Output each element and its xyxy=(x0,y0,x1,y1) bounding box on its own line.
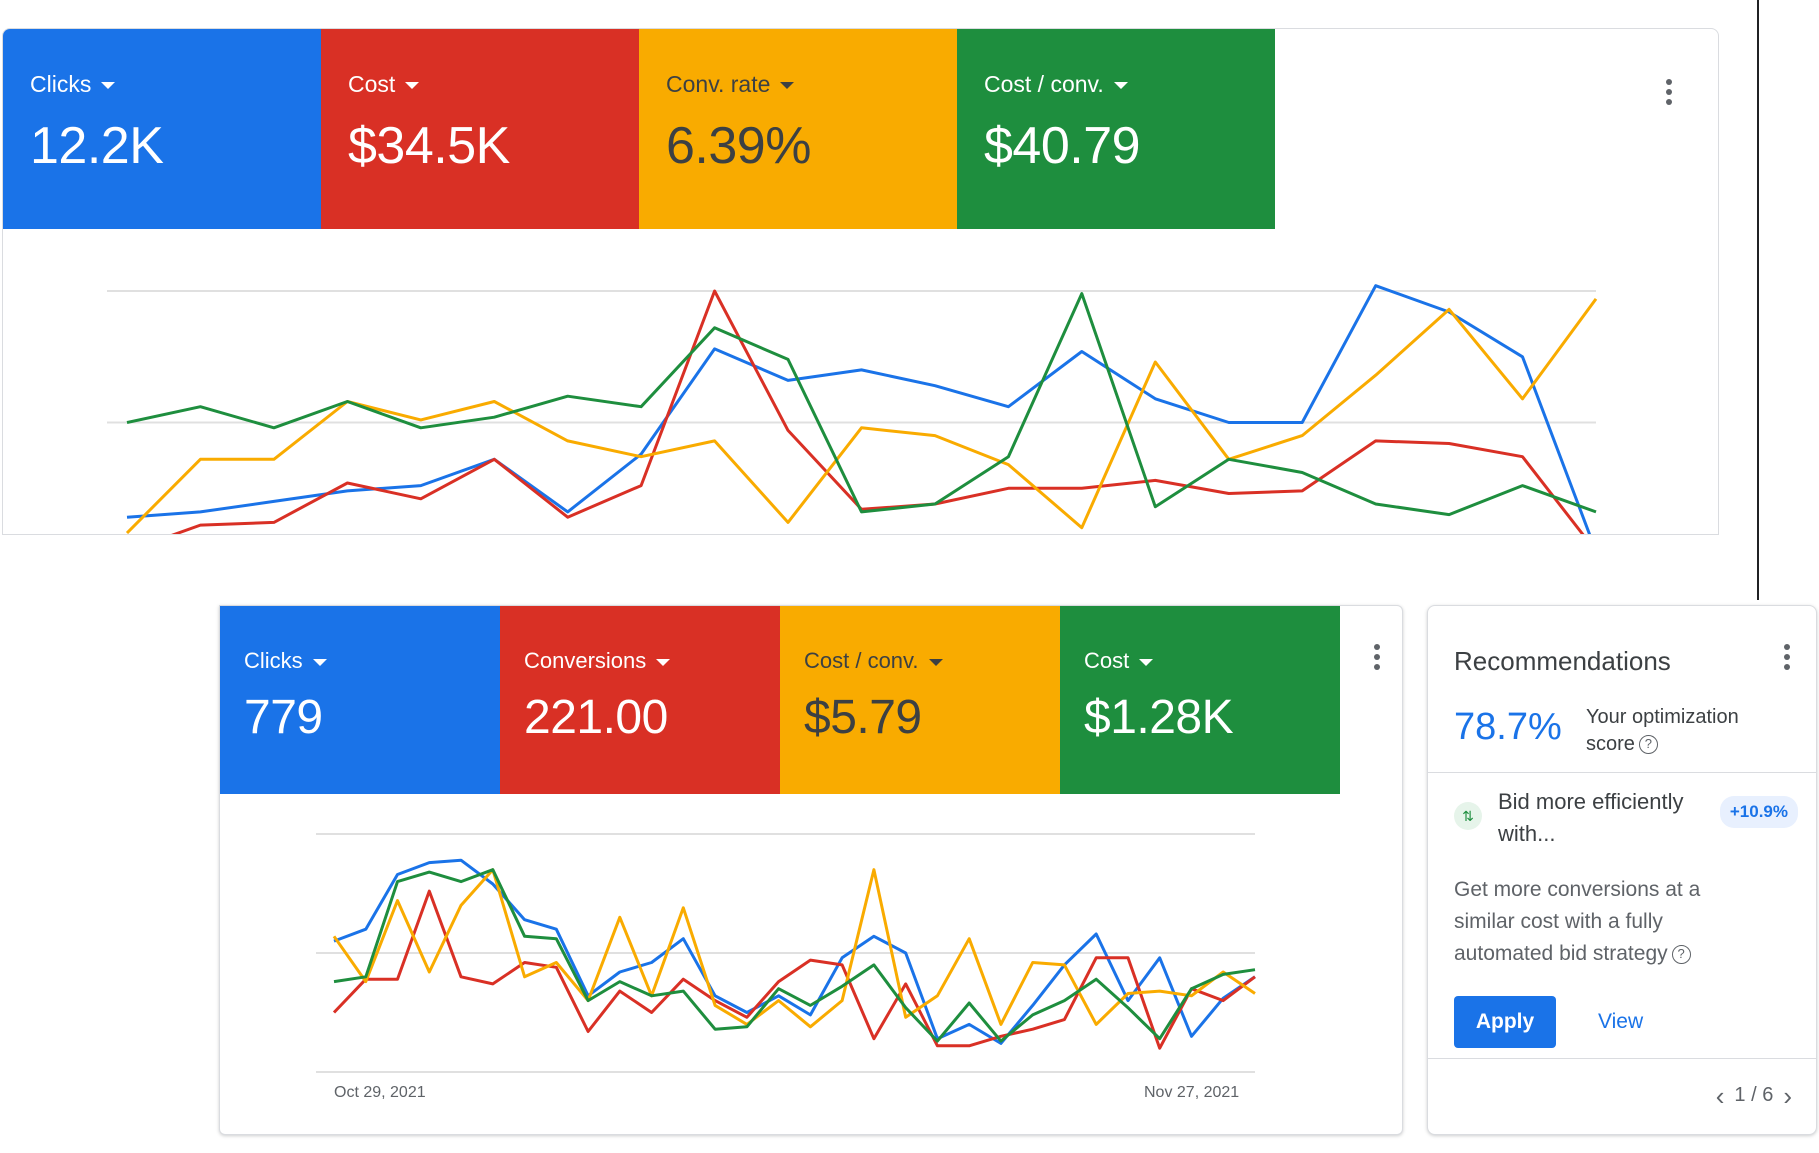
dropdown-caret-icon[interactable] xyxy=(405,82,420,89)
metric-tile-cost[interactable]: Cost $34.5K xyxy=(321,29,639,229)
dropdown-caret-icon[interactable] xyxy=(928,658,943,666)
dropdown-caret-icon[interactable] xyxy=(1139,658,1154,666)
x-axis-end-date: Nov 27, 2021 xyxy=(1144,1084,1240,1101)
help-icon[interactable]: ? xyxy=(1671,944,1691,964)
metric-tile-clicks[interactable]: Clicks 779 xyxy=(220,606,500,794)
uplift-badge: +10.9% xyxy=(1719,796,1798,828)
line-chart-1 xyxy=(107,284,1598,534)
metric-label[interactable]: Cost xyxy=(1084,648,1340,674)
metric-label[interactable]: Conversions xyxy=(524,648,780,674)
metric-label[interactable]: Clicks xyxy=(244,648,500,674)
metric-value: $1.28K xyxy=(1084,691,1234,744)
metric-value: $34.5K xyxy=(348,117,510,175)
chevron-right-icon[interactable]: › xyxy=(1783,1080,1792,1111)
line-chart-2 xyxy=(316,833,1256,1073)
recommendations-title: Recommendations xyxy=(1454,646,1671,676)
performance-panel-1: Clicks 12.2K Cost $34.5K Conv. rate 6.39… xyxy=(2,28,1719,535)
divider xyxy=(1428,1058,1816,1059)
help-icon[interactable]: ? xyxy=(1638,735,1658,755)
metric-tile-cost-per-conv[interactable]: Cost / conv. $5.79 xyxy=(780,606,1060,794)
optimization-score: 78.7% xyxy=(1454,706,1562,748)
apply-button[interactable]: Apply xyxy=(1454,996,1556,1048)
series-line-3 xyxy=(333,868,1256,1043)
metric-value: 221.00 xyxy=(524,691,668,744)
metric-value: $5.79 xyxy=(804,691,922,744)
metric-label[interactable]: Cost xyxy=(348,71,639,98)
series-line-2 xyxy=(332,868,1256,1029)
metric-label[interactable]: Cost / conv. xyxy=(804,648,1060,674)
dropdown-caret-icon[interactable] xyxy=(780,82,795,89)
bid-strategy-icon: ⇅ xyxy=(1454,802,1482,830)
divider xyxy=(1428,772,1816,773)
metric-value: 12.2K xyxy=(30,117,164,175)
metric-tiles: Clicks 779 Conversions 221.00 Cost / con… xyxy=(220,606,1340,794)
series-line-3 xyxy=(126,292,1597,517)
metric-label[interactable]: Conv. rate xyxy=(666,71,957,98)
metric-tile-conv-rate[interactable]: Conv. rate 6.39% xyxy=(639,29,957,229)
series-line-0 xyxy=(333,858,1256,1045)
optimization-score-label: Your optimization score? xyxy=(1586,706,1739,755)
view-link[interactable]: View xyxy=(1598,1010,1644,1033)
metric-label[interactable]: Clicks xyxy=(30,71,321,98)
metric-tile-clicks[interactable]: Clicks 12.2K xyxy=(3,29,321,229)
page-indicator: 1 / 6 xyxy=(1734,1084,1774,1106)
metric-value: $40.79 xyxy=(984,117,1141,175)
recommendation-title[interactable]: Bid more efficiently with... xyxy=(1498,789,1684,846)
metric-value: 779 xyxy=(244,691,323,744)
dropdown-caret-icon[interactable] xyxy=(101,82,116,89)
dropdown-caret-icon[interactable] xyxy=(1113,82,1128,89)
dropdown-caret-icon[interactable] xyxy=(656,658,671,666)
series-line-1 xyxy=(332,889,1256,1050)
performance-panel-2: Clicks 779 Conversions 221.00 Cost / con… xyxy=(219,605,1403,1135)
series-line-0 xyxy=(126,284,1592,534)
metric-tile-conversions[interactable]: Conversions 221.00 xyxy=(500,606,780,794)
more-vert-icon[interactable] xyxy=(1664,79,1674,105)
more-vert-icon[interactable] xyxy=(1782,644,1792,670)
more-vert-icon[interactable] xyxy=(1372,644,1382,670)
metric-label[interactable]: Cost / conv. xyxy=(984,71,1275,98)
chevron-left-icon[interactable]: ‹ xyxy=(1715,1080,1725,1111)
dropdown-caret-icon[interactable] xyxy=(312,658,327,666)
recommendations-card: Recommendations 78.7% Your optimization … xyxy=(1427,605,1817,1135)
metric-tile-cost[interactable]: Cost $1.28K xyxy=(1060,606,1340,794)
x-axis-start-date: Oct 29, 2021 xyxy=(334,1084,426,1101)
pagination: ‹ 1 / 6 › xyxy=(1715,1080,1792,1111)
metric-value: 6.39% xyxy=(666,117,811,175)
recommendation-description: Get more conversions at a similar cost w… xyxy=(1454,878,1701,965)
metric-tiles: Clicks 12.2K Cost $34.5K Conv. rate 6.39… xyxy=(3,29,1275,229)
series-line-2 xyxy=(125,298,1598,534)
metric-tile-cost-per-conv[interactable]: Cost / conv. $40.79 xyxy=(957,29,1275,229)
series-line-1 xyxy=(171,289,1585,534)
window-edge-line xyxy=(1757,0,1759,600)
